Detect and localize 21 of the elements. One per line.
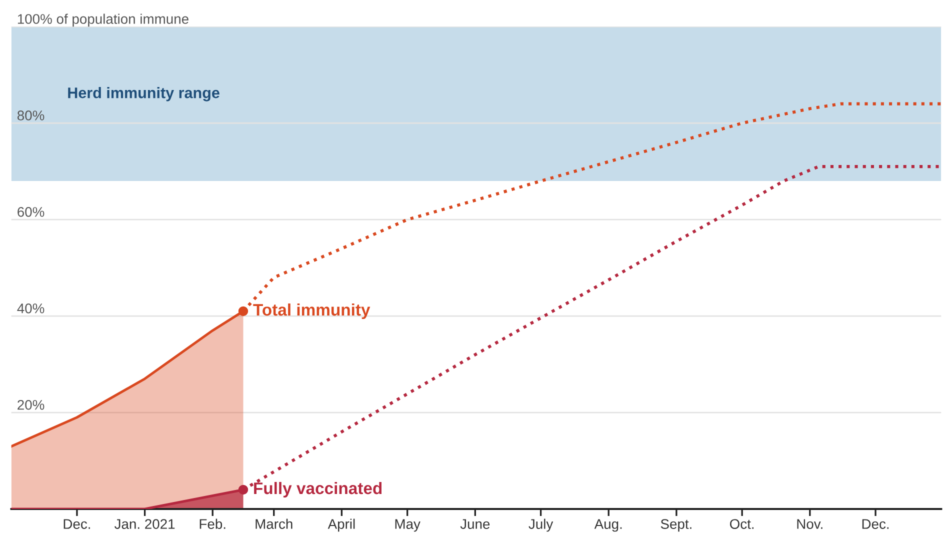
x-tick-label: Jan. 2021 xyxy=(114,519,175,529)
band-label: Herd immunity range xyxy=(68,87,220,102)
y-tick-label: 60% xyxy=(18,207,44,217)
x-tick-label: May xyxy=(395,519,420,532)
x-tick-label: Nov. xyxy=(797,519,822,529)
x-tick-label: June xyxy=(460,519,490,529)
x-tick-label: March xyxy=(256,518,292,529)
x-tick-label: Oct. xyxy=(730,519,754,529)
x-tick-label: April xyxy=(328,518,355,532)
x-tick-label: Dec. xyxy=(64,519,90,529)
series-label: Fully vaccinated xyxy=(254,482,382,498)
y-tick-label: 100% of population immune xyxy=(18,14,188,27)
y-tick-label: 20% xyxy=(18,400,44,410)
y-tick-label: 40% xyxy=(17,303,44,314)
x-tick-label: Aug. xyxy=(594,519,622,532)
x-tick-label: July xyxy=(528,518,554,532)
y-tick-label: 80% xyxy=(17,110,44,120)
x-tick-label: Feb. xyxy=(200,518,226,529)
x-tick-label: Sept. xyxy=(660,519,692,532)
series-label: Total immunity xyxy=(253,303,370,320)
x-tick-label: Dec. xyxy=(862,519,889,529)
